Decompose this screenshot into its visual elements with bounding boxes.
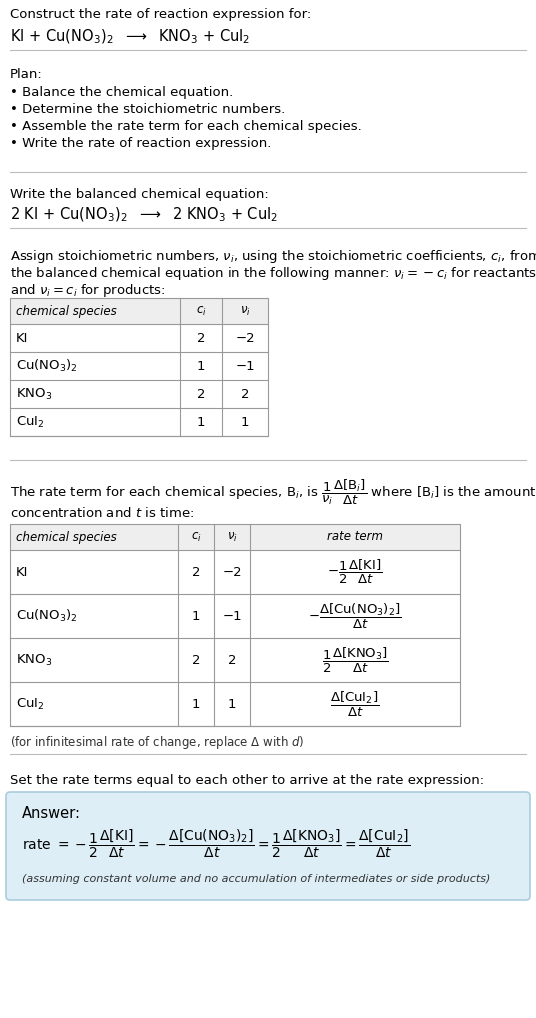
Text: 1: 1 (197, 415, 205, 429)
Bar (10, 298, 268, 324)
Text: rate $= -\dfrac{1}{2}\dfrac{\Delta[\mathrm{KI}]}{\Delta t} = -\dfrac{\Delta[\mat: rate $= -\dfrac{1}{2}\dfrac{\Delta[\math… (22, 828, 410, 860)
Text: (for infinitesimal rate of change, replace $\Delta$ with $d$): (for infinitesimal rate of change, repla… (10, 734, 304, 751)
Text: chemical species: chemical species (16, 304, 117, 318)
Text: $-\dfrac{1}{2}\dfrac{\Delta[\mathrm{KI}]}{\Delta t}$: $-\dfrac{1}{2}\dfrac{\Delta[\mathrm{KI}]… (327, 558, 383, 586)
Text: Assign stoichiometric numbers, $\nu_i$, using the stoichiometric coefficients, $: Assign stoichiometric numbers, $\nu_i$, … (10, 248, 536, 265)
Text: 2: 2 (241, 388, 249, 400)
Text: 2: 2 (197, 332, 205, 344)
Text: 1: 1 (241, 415, 249, 429)
Text: the balanced chemical equation in the following manner: $\nu_i = -c_i$ for react: the balanced chemical equation in the fo… (10, 265, 536, 282)
FancyBboxPatch shape (6, 792, 530, 900)
Text: KI: KI (16, 566, 28, 578)
Text: −1: −1 (235, 359, 255, 373)
Text: Cu(NO$_3$)$_2$: Cu(NO$_3$)$_2$ (16, 608, 78, 624)
Text: and $\nu_i = c_i$ for products:: and $\nu_i = c_i$ for products: (10, 282, 166, 299)
Bar (10, 524, 460, 550)
Text: −2: −2 (222, 566, 242, 578)
Text: Set the rate terms equal to each other to arrive at the rate expression:: Set the rate terms equal to each other t… (10, 774, 484, 787)
Text: $-\dfrac{\Delta[\mathrm{Cu(NO_3)_2}]}{\Delta t}$: $-\dfrac{\Delta[\mathrm{Cu(NO_3)_2}]}{\D… (308, 602, 402, 630)
Text: (assuming constant volume and no accumulation of intermediates or side products): (assuming constant volume and no accumul… (22, 874, 490, 884)
Text: 2: 2 (197, 388, 205, 400)
Text: 1: 1 (192, 697, 200, 711)
Text: concentration and $t$ is time:: concentration and $t$ is time: (10, 506, 194, 520)
Text: 2: 2 (192, 654, 200, 667)
Bar (10, 298, 268, 436)
Text: 1: 1 (228, 697, 236, 711)
Text: Write the balanced chemical equation:: Write the balanced chemical equation: (10, 188, 269, 201)
Text: KI: KI (16, 332, 28, 344)
Text: • Assemble the rate term for each chemical species.: • Assemble the rate term for each chemic… (10, 120, 362, 133)
Text: KNO$_3$: KNO$_3$ (16, 653, 53, 668)
Text: • Balance the chemical equation.: • Balance the chemical equation. (10, 86, 233, 99)
Text: $\dfrac{\Delta[\mathrm{CuI_2}]}{\Delta t}$: $\dfrac{\Delta[\mathrm{CuI_2}]}{\Delta t… (330, 689, 379, 719)
Text: Cu(NO$_3$)$_2$: Cu(NO$_3$)$_2$ (16, 358, 78, 374)
Text: −2: −2 (235, 332, 255, 344)
Text: chemical species: chemical species (16, 530, 117, 544)
Text: 2: 2 (228, 654, 236, 667)
Bar (10, 524, 460, 726)
Text: −1: −1 (222, 610, 242, 622)
Text: Construct the rate of reaction expression for:: Construct the rate of reaction expressio… (10, 8, 311, 21)
Text: $\dfrac{1}{2}\dfrac{\Delta[\mathrm{KNO_3}]}{\Delta t}$: $\dfrac{1}{2}\dfrac{\Delta[\mathrm{KNO_3… (322, 645, 389, 675)
Text: KNO$_3$: KNO$_3$ (16, 387, 53, 401)
Text: CuI$_2$: CuI$_2$ (16, 696, 44, 712)
Text: The rate term for each chemical species, B$_i$, is $\dfrac{1}{\nu_i}\dfrac{\Delt: The rate term for each chemical species,… (10, 478, 536, 507)
Text: KI + Cu(NO$_3$)$_2$  $\longrightarrow$  KNO$_3$ + CuI$_2$: KI + Cu(NO$_3$)$_2$ $\longrightarrow$ KN… (10, 29, 250, 47)
Text: • Determine the stoichiometric numbers.: • Determine the stoichiometric numbers. (10, 103, 285, 116)
Text: 2: 2 (192, 566, 200, 578)
Text: Plan:: Plan: (10, 68, 43, 81)
Text: CuI$_2$: CuI$_2$ (16, 414, 44, 430)
Text: $\nu_i$: $\nu_i$ (227, 530, 237, 544)
Text: $\nu_i$: $\nu_i$ (240, 304, 250, 318)
Text: 2 KI + Cu(NO$_3$)$_2$  $\longrightarrow$  2 KNO$_3$ + CuI$_2$: 2 KI + Cu(NO$_3$)$_2$ $\longrightarrow$ … (10, 206, 278, 224)
Text: 1: 1 (192, 610, 200, 622)
Text: 1: 1 (197, 359, 205, 373)
Text: rate term: rate term (327, 530, 383, 544)
Text: $c_i$: $c_i$ (196, 304, 206, 318)
Text: Answer:: Answer: (22, 806, 81, 821)
Text: • Write the rate of reaction expression.: • Write the rate of reaction expression. (10, 137, 271, 150)
Text: $c_i$: $c_i$ (191, 530, 202, 544)
